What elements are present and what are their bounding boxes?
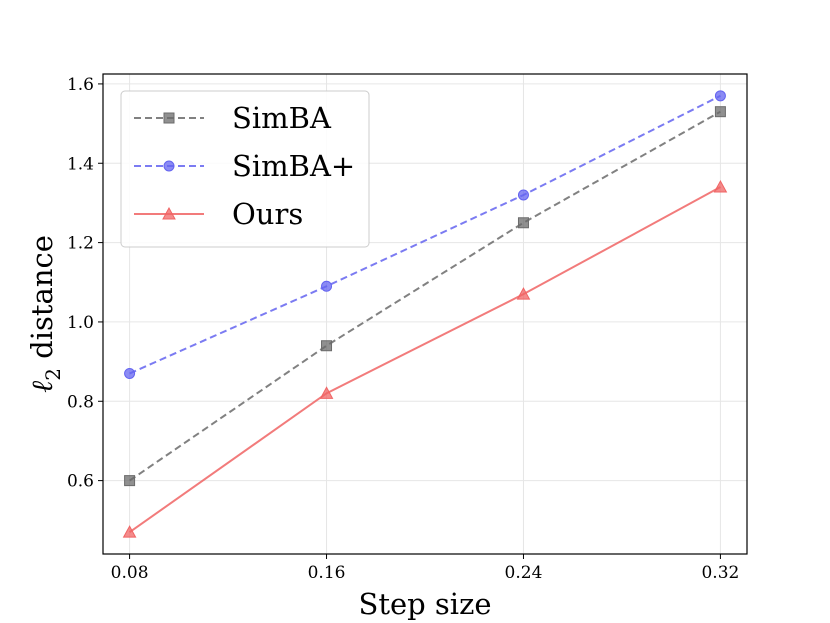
data-point-simba-plus [321, 280, 333, 292]
data-point-ours [516, 287, 531, 300]
y-axis-label-symbol: ℓ [25, 381, 59, 393]
data-point-simba [517, 217, 529, 229]
data-point-ours [713, 180, 728, 193]
legend-marker-simba-plus [163, 160, 175, 172]
y-axis-label-text: distance [25, 235, 59, 368]
legend-entry-simba: SimBA [134, 101, 332, 135]
legend-label-simba-plus: SimBA+ [232, 149, 355, 183]
legend: SimBA SimBA+ Ours [120, 90, 370, 248]
series-simba [124, 106, 726, 487]
data-point-ours [319, 386, 334, 399]
x-tick-label: 0.32 [701, 563, 739, 583]
data-point-simba-plus [517, 189, 529, 201]
legend-marker-ours [162, 206, 176, 220]
data-point-simba-plus [714, 90, 726, 102]
y-tick-label: 1.2 [67, 234, 94, 254]
y-tick-label: 1.4 [67, 154, 94, 174]
y-axis-label: ℓ2 distance [25, 235, 65, 393]
series-line-ours [129, 186, 721, 533]
y-tick-label: 1.6 [67, 75, 94, 95]
legend-entry-simba-plus: SimBA+ [134, 149, 355, 183]
data-point-ours [122, 525, 137, 538]
plot-frame [102, 73, 748, 555]
data-point-simba [321, 340, 333, 352]
y-tick-label: 0.6 [67, 472, 94, 492]
x-tick-label: 0.24 [505, 563, 543, 583]
legend-marker-simba [163, 112, 175, 124]
series-ours [122, 180, 728, 538]
data-point-simba [714, 106, 726, 118]
x-axis-label: Step size [358, 587, 491, 621]
y-axis-label-subscript: 2 [41, 368, 65, 381]
y-tick-label: 1.0 [67, 313, 94, 333]
data-point-simba-plus [124, 368, 136, 380]
legend-label-ours: Ours [232, 197, 303, 231]
legend-entry-ours: Ours [134, 197, 303, 231]
legend-label-simba: SimBA [232, 101, 332, 135]
legend-box [120, 90, 370, 248]
x-tick-label: 0.16 [308, 563, 346, 583]
y-tick-label: 0.8 [67, 392, 94, 412]
data-point-simba [124, 475, 136, 487]
series-layer [122, 90, 728, 538]
series-line-simba [129, 110, 721, 482]
series-simba-plus [124, 90, 726, 380]
ticks: 0.08 0.16 0.24 0.32 0.6 0.8 1.0 1.2 1.4 1.6 [67, 75, 739, 583]
series-line-simba-plus [129, 94, 721, 375]
x-tick-label: 0.08 [111, 563, 149, 583]
